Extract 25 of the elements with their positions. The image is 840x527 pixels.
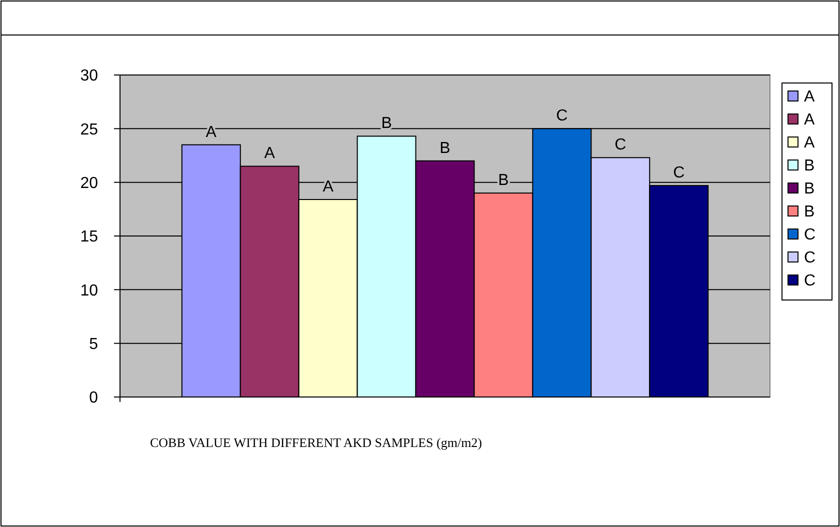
- legend-label: C: [804, 226, 816, 244]
- legend-label: C: [804, 250, 816, 267]
- y-tick-label: 0: [89, 390, 98, 407]
- data-label: C: [556, 108, 568, 125]
- legend-label: B: [804, 158, 815, 175]
- y-tick-label: 25: [80, 121, 98, 138]
- data-label: B: [440, 140, 450, 157]
- data-label: A: [322, 178, 334, 196]
- data-label: C: [614, 136, 626, 154]
- legend-label: A: [804, 134, 815, 152]
- legend-label: B: [804, 180, 815, 198]
- x-axis-title: COBB VALUE WITH DIFFERENT AKD SAMPLES (gm/m2): [150, 435, 482, 450]
- y-tick-label: 30: [80, 68, 98, 85]
- legend-label: A: [804, 112, 815, 129]
- legend-label: A: [804, 88, 815, 106]
- legend-label: B: [804, 204, 815, 221]
- data-label: C: [673, 164, 685, 182]
- y-tick-label: 10: [80, 282, 98, 300]
- legend-label: C: [804, 272, 816, 290]
- y-tick-label: 20: [80, 174, 98, 192]
- data-label: B: [381, 115, 392, 132]
- y-tick-label: 5: [89, 336, 98, 353]
- y-tick-label: 15: [80, 228, 98, 246]
- data-label: A: [264, 145, 276, 162]
- data-label: A: [206, 124, 217, 141]
